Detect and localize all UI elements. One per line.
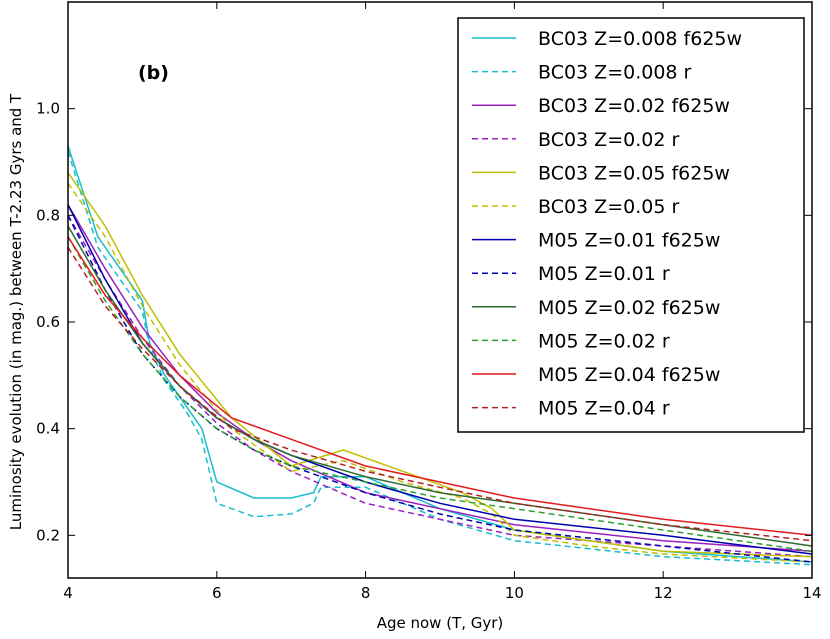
legend-label-4: BC03 Z=0.05 f625w [538,162,730,184]
ticks-layer: 4 6 8 10 12 14 0.2 0.4 0.6 0.8 1.0 [36,2,822,602]
plot-frame [67,1,813,579]
x-tick-label-0: 4 [63,584,73,602]
y-tick-label-2: 0.6 [36,313,60,331]
y-tick-label-3: 0.8 [36,206,60,224]
legend-label-8: M05 Z=0.02 f625w [538,297,720,319]
series-line-2 [68,204,812,553]
x-axis-label: Age now (T, Gyr) [377,614,504,632]
legend-label-6: M05 Z=0.01 f625w [538,230,720,252]
series-line-10 [68,236,812,537]
legend-label-0: BC03 Z=0.008 f625w [538,28,742,50]
legend-box [457,17,805,433]
series-line-7 [68,214,812,563]
legend-label-1: BC03 Z=0.008 r [538,62,692,84]
series-line-0 [68,145,812,563]
y-tick-label-1: 0.4 [36,420,60,438]
x-tick-label-4: 12 [654,584,673,602]
legend-label-7: M05 Z=0.01 r [538,263,670,285]
x-tick-label-3: 10 [505,584,524,602]
series-line-3 [68,214,812,558]
x-tick-label-1: 6 [212,584,222,602]
series-line-1 [68,151,812,566]
legend-label-11: M05 Z=0.04 r [538,398,670,420]
y-axis-label: Luminosity evolution (in mag.) between T… [7,93,25,530]
legend-label-9: M05 Z=0.02 r [538,330,670,352]
legend-label-5: BC03 Z=0.05 r [538,196,679,218]
legend-label-2: BC03 Z=0.02 f625w [538,95,730,117]
legend: BC03 Z=0.008 f625w BC03 Z=0.008 r BC03 Z=0… [457,17,805,433]
y-tick-label-4: 1.0 [36,100,60,118]
series-line-9 [68,236,812,553]
legend-label-10: M05 Z=0.04 f625w [538,364,720,386]
series-line-4 [68,172,812,558]
x-tick-label-5: 14 [802,584,821,602]
legend-label-3: BC03 Z=0.02 r [538,129,679,151]
series-line-5 [68,182,812,563]
series-layer [68,145,812,566]
panel-label: (b) [138,62,169,84]
x-tick-label-2: 8 [361,584,371,602]
y-tick-label-0: 0.2 [36,526,60,544]
